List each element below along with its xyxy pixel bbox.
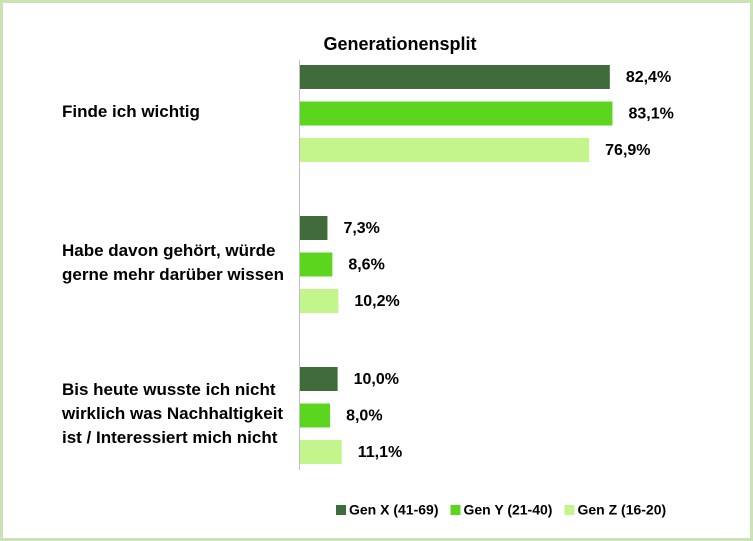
bar (300, 65, 610, 89)
value-label: 8,6% (348, 257, 384, 274)
category-label: Bis heute wusste ich nicht wirklich was … (62, 380, 284, 447)
value-label: 11,1% (358, 444, 402, 461)
bar (300, 367, 338, 391)
bar (300, 216, 328, 240)
bar (300, 403, 331, 428)
bar (300, 101, 613, 126)
bar (300, 138, 590, 162)
bar (300, 252, 333, 277)
legend-label: Gen Y (21-40) (463, 502, 552, 518)
value-label: 83,1% (628, 106, 673, 123)
value-label: 10,2% (354, 293, 399, 310)
bar (300, 440, 342, 464)
legend-label: Gen Z (16-20) (577, 502, 666, 518)
legend-label: Gen X (41-69) (349, 502, 438, 518)
bar (300, 289, 339, 313)
legend-swatch (336, 505, 346, 515)
value-label: 10,0% (354, 371, 399, 388)
value-label: 8,0% (346, 408, 382, 425)
category-label: Finde ich wichtig (62, 102, 200, 121)
legend-swatch (564, 505, 575, 515)
value-label: 7,3% (343, 220, 379, 237)
value-label: 76,9% (605, 142, 650, 159)
category-label: Habe davon gehört, würde gerne mehr darü… (62, 241, 285, 284)
value-label: 82,4% (626, 69, 671, 86)
chart-title: Generationensplit (323, 34, 476, 54)
legend-swatch (450, 505, 461, 515)
